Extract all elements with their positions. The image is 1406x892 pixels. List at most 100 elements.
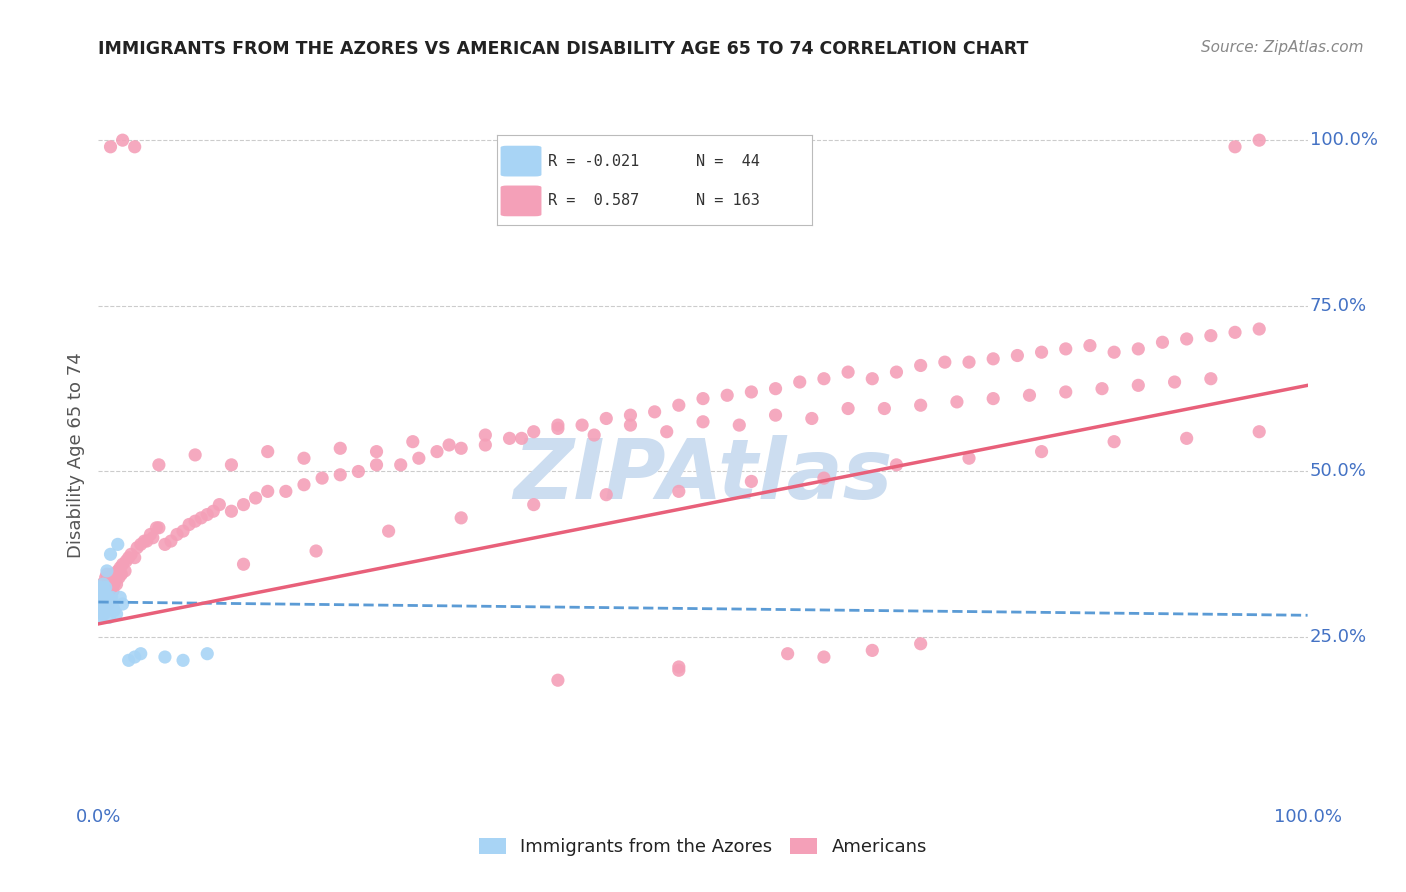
Point [1163,375,1185,389]
Point [93,591,115,605]
Point [107,564,129,578]
Point [837,365,859,379]
Point [148,521,170,535]
Point [547,421,569,435]
Point [583,428,606,442]
Point [100,591,122,605]
Point [1199,328,1222,343]
Point [97,583,120,598]
Point [111,597,134,611]
Point [103,577,125,591]
Point [100,581,122,595]
Point [91,600,114,615]
Point [311,471,333,485]
Point [202,504,225,518]
Point [740,384,762,399]
Point [89,600,111,615]
Point [96,564,118,578]
Point [89,583,111,598]
Point [329,467,352,482]
Point [94,591,117,605]
Point [90,604,112,618]
Point [347,465,370,479]
Y-axis label: Disability Age 65 to 74: Disability Age 65 to 74 [66,352,84,558]
Point [813,372,835,386]
Point [98,610,121,624]
Point [90,610,112,624]
Point [90,600,112,615]
Point [523,425,546,439]
Point [221,504,243,518]
Point [1223,140,1246,154]
Point [100,577,122,591]
Point [595,488,617,502]
Point [195,508,218,522]
Point [1199,372,1222,386]
Point [1128,342,1150,356]
Point [450,442,472,456]
Point [571,418,593,433]
Point [1249,133,1271,147]
Point [366,458,388,472]
Point [547,673,569,688]
Point [474,428,496,442]
Point [910,398,932,412]
Point [184,448,207,462]
Point [172,653,194,667]
Point [256,444,278,458]
Point [89,593,111,607]
Point [1054,342,1077,356]
Point [668,398,690,412]
Point [114,564,136,578]
Point [860,372,883,386]
Point [776,647,799,661]
Point [93,581,115,595]
Point [91,597,114,611]
Point [120,547,142,561]
Point [93,600,115,615]
Point [292,477,315,491]
Point [740,475,762,489]
Point [93,597,115,611]
Point [190,511,212,525]
Point [655,425,678,439]
Point [510,431,533,445]
Point [765,408,787,422]
Point [110,567,132,582]
Point [139,527,162,541]
Point [103,604,125,618]
Point [118,653,141,667]
Point [692,415,714,429]
Point [142,531,165,545]
Point [94,581,117,595]
Point [160,534,183,549]
Point [91,577,114,591]
Point [97,591,120,605]
Text: ZIPAtlas: ZIPAtlas [513,435,893,516]
Legend: Immigrants from the Azores, Americans: Immigrants from the Azores, Americans [471,830,935,863]
Point [619,418,641,433]
Point [91,587,114,601]
Point [813,471,835,485]
Point [221,458,243,472]
Point [1175,431,1198,445]
Point [474,438,496,452]
Point [437,438,460,452]
Point [94,597,117,611]
Point [274,484,297,499]
Point [1102,434,1125,449]
Point [366,444,388,458]
Point [1223,326,1246,340]
Point [245,491,267,505]
Point [1007,349,1029,363]
Point [498,431,520,445]
Point [177,517,201,532]
Point [716,388,738,402]
Point [1249,425,1271,439]
Point [115,554,138,568]
Point [100,600,122,615]
Point [118,550,141,565]
Point [1175,332,1198,346]
Point [98,574,121,588]
Point [97,600,120,615]
